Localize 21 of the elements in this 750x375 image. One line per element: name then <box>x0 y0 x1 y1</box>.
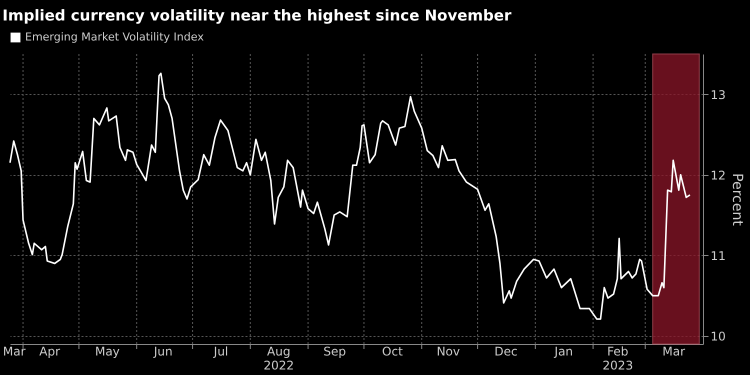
x-tick-label: Aug 2022 <box>263 344 294 372</box>
x-tick-label: Jul <box>212 344 228 358</box>
x-tick-label: Jun <box>152 344 173 358</box>
x-tick-label: Apr <box>39 344 60 358</box>
x-tick-label: Jan <box>554 344 574 358</box>
x-tick-label: Mar <box>2 344 26 358</box>
y-tick-label: 11 <box>710 248 726 263</box>
legend-label: Emerging Market Volatility Index <box>25 30 204 44</box>
line-series <box>9 72 691 320</box>
chart-title: Implied currency volatility near the highest since November <box>2 6 512 24</box>
y-axis-title: Percent <box>728 173 745 226</box>
y-tick-label: 10 <box>710 329 726 344</box>
x-tick-label: Oct <box>382 344 404 358</box>
x-tick-label: Mar <box>662 344 686 358</box>
x-tick-label: Feb 2023 <box>602 344 634 372</box>
y-tick-label: 13 <box>710 88 726 102</box>
y-tick-label: 12 <box>710 168 726 182</box>
x-tick-label: May <box>94 344 120 358</box>
x-tick-label: Nov <box>436 344 460 358</box>
x-tick-label: Sep <box>323 344 346 358</box>
x-tick-label: Dec <box>494 344 518 358</box>
